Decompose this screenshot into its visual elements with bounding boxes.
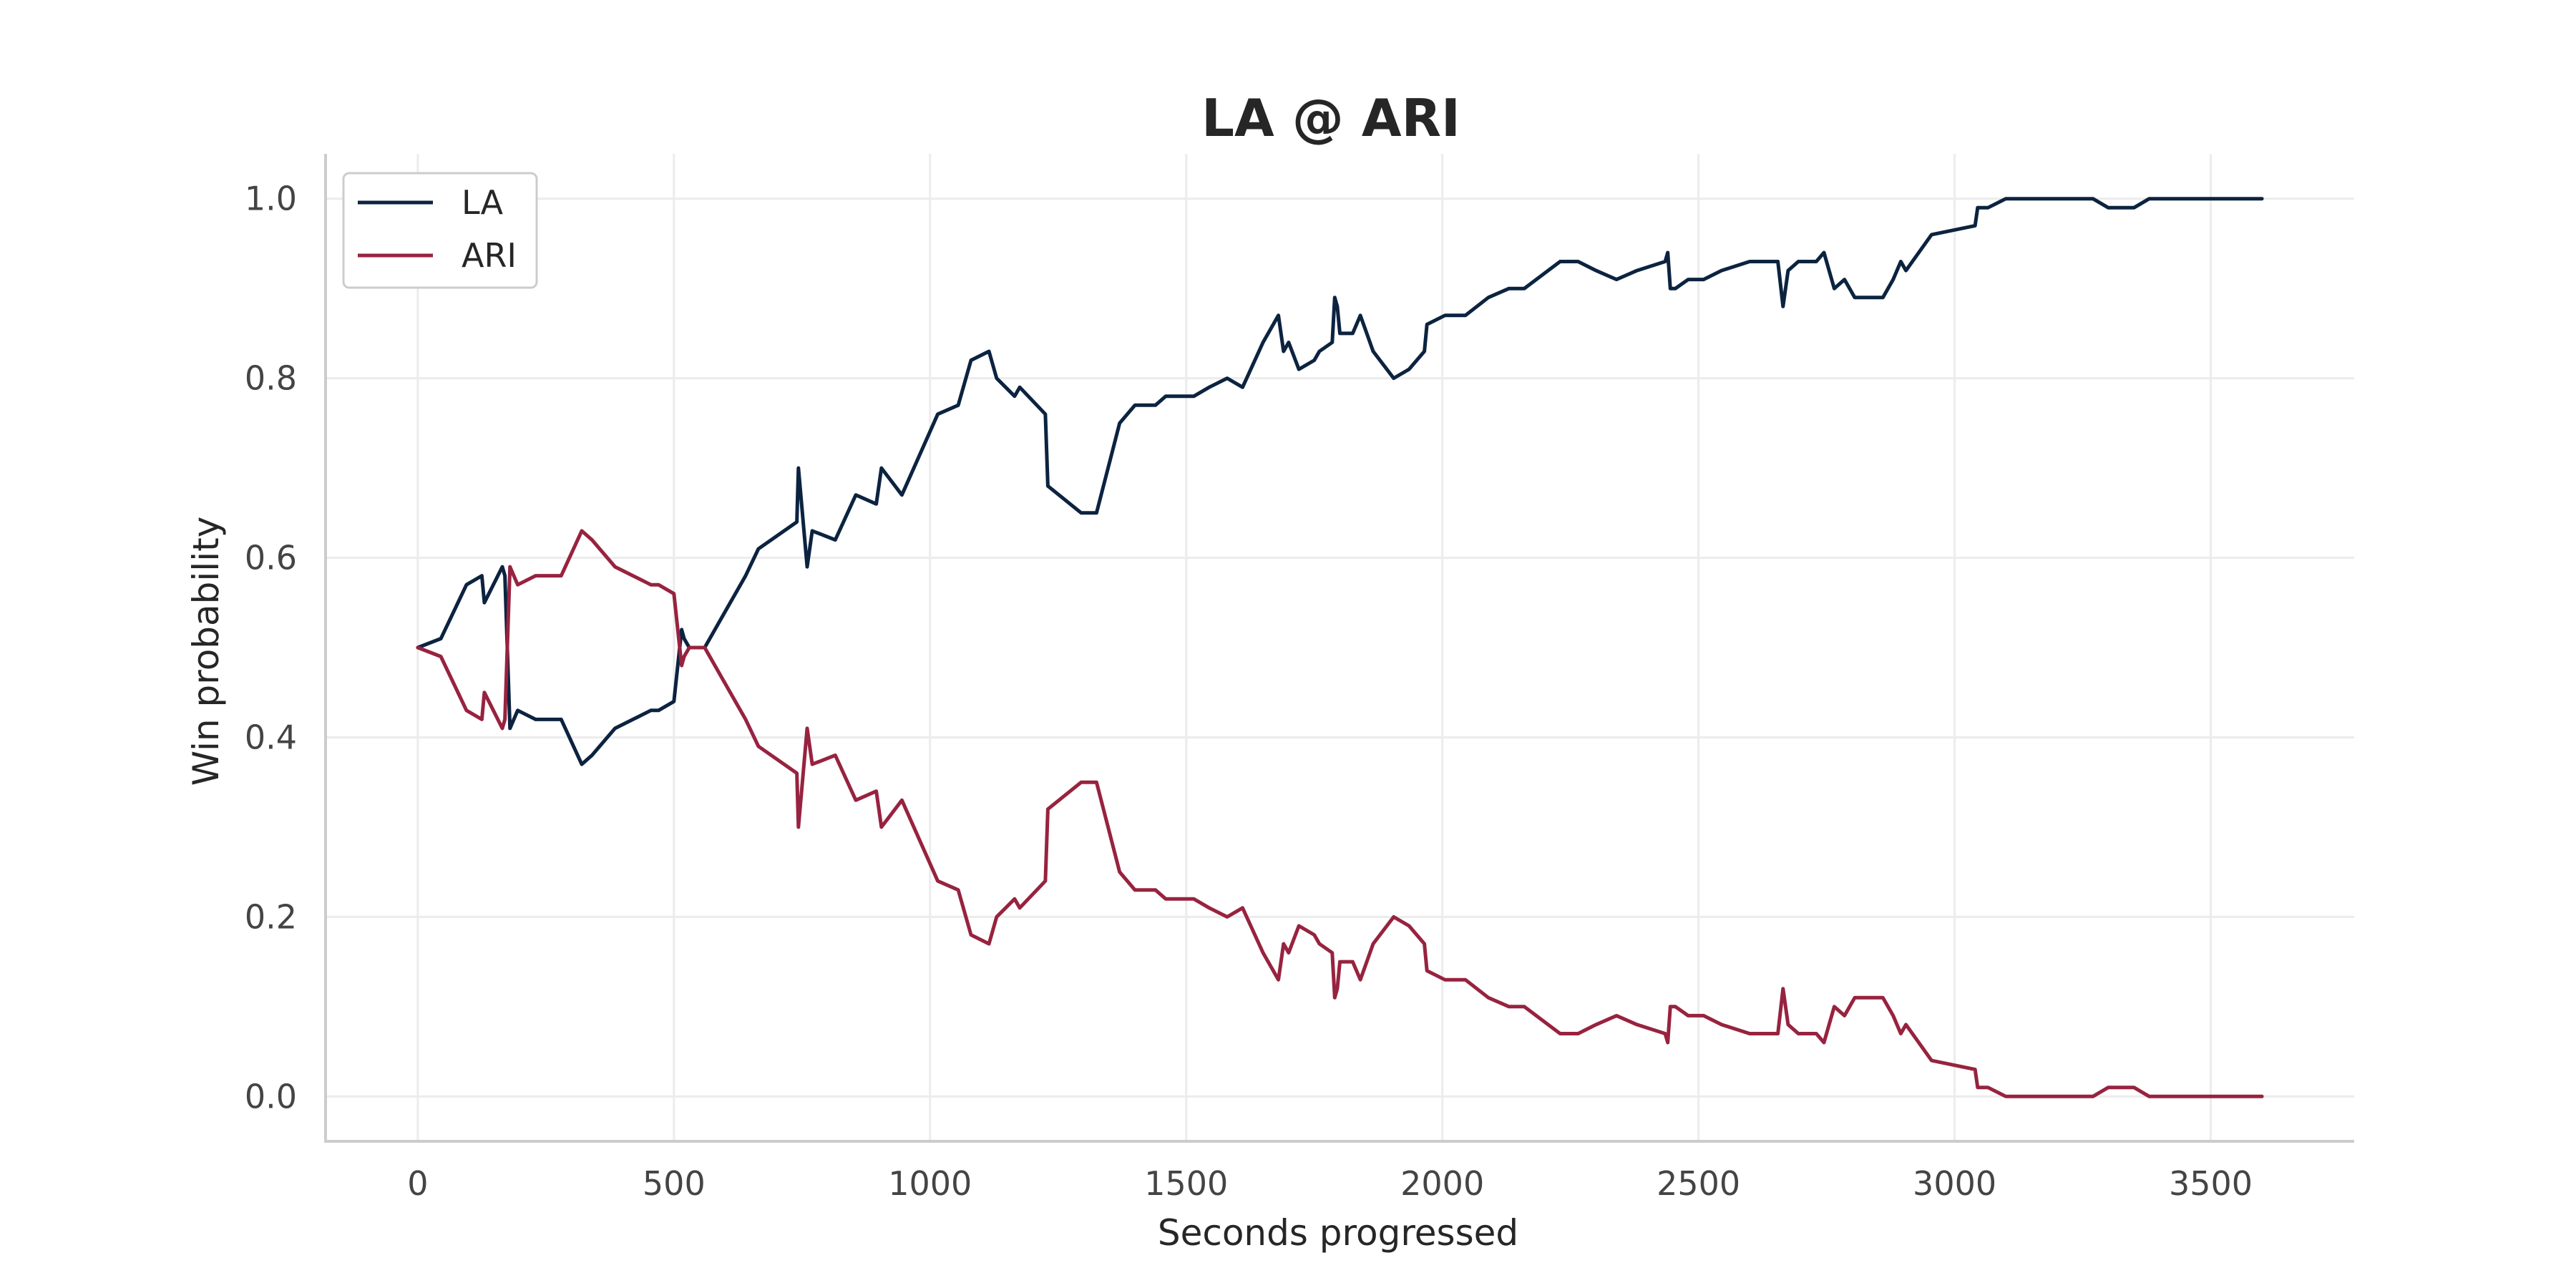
x-tick-label-0: 0 [407, 1164, 428, 1203]
x-tick-label-5: 2500 [1657, 1164, 1740, 1203]
x-tick-label-6: 3000 [1913, 1164, 1996, 1203]
x-tick-label-4: 2000 [1400, 1164, 1484, 1203]
y-tick-label-4: 0.8 [245, 359, 297, 398]
y-tick-label-0: 0.0 [245, 1077, 297, 1116]
x-tick-labels: 0 500 1000 1500 2000 2500 3000 3500 [407, 1164, 2253, 1203]
axis-spines [324, 154, 2354, 1143]
y-axis-label: Win probability [185, 517, 227, 786]
y-tick-label-1: 0.2 [245, 897, 297, 936]
y-tick-labels: 0.0 0.2 0.4 0.6 0.8 1.0 [245, 180, 297, 1116]
x-axis-label: Seconds progressed [1158, 1212, 1518, 1254]
legend: LA ARI [342, 172, 538, 289]
chart-title: LA @ ARI [1201, 88, 1460, 148]
x-tick-label-7: 3500 [2169, 1164, 2253, 1203]
series-lines [416, 197, 2264, 1098]
axes [324, 154, 2354, 1143]
legend-label-la: LA [462, 183, 504, 222]
y-tick-label-2: 0.4 [245, 718, 297, 756]
y-tick-label-5: 1.0 [245, 180, 297, 218]
x-tick-label-2: 1000 [888, 1164, 972, 1203]
x-tick-label-3: 1500 [1144, 1164, 1228, 1203]
grid-lines [326, 154, 2354, 1141]
legend-label-ari: ARI [462, 236, 517, 275]
x-tick-label-1: 500 [643, 1164, 706, 1203]
series-line-la [416, 197, 2264, 766]
y-tick-label-3: 0.6 [245, 539, 297, 577]
series-line-ari [416, 529, 2264, 1098]
